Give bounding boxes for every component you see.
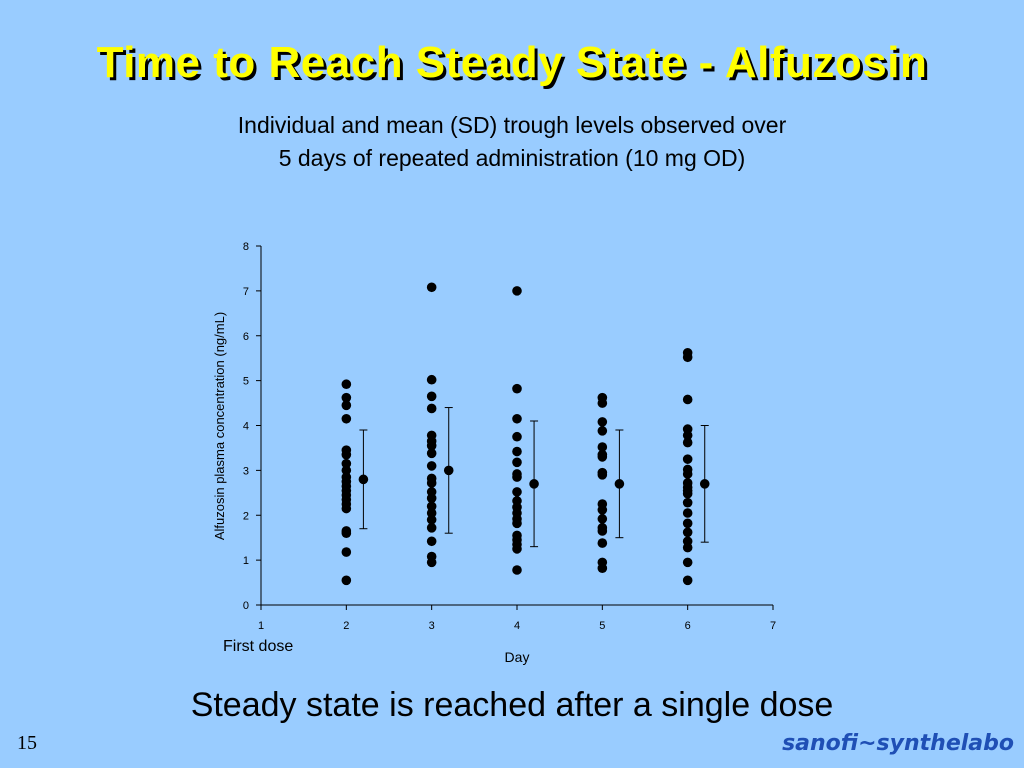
individual-point bbox=[682, 454, 693, 464]
x-tick-label: 5 bbox=[599, 620, 605, 632]
y-axis-label: Alfuzosin plasma concentration (ng/mL) bbox=[212, 312, 227, 540]
sanofi-synthelabo-logo: sanofi~synthelabo bbox=[782, 731, 1014, 756]
mean-point bbox=[443, 465, 454, 476]
individual-point bbox=[512, 431, 522, 442]
individual-point bbox=[426, 282, 437, 293]
individual-point bbox=[512, 286, 522, 296]
individual-point bbox=[682, 437, 693, 448]
individual-point bbox=[341, 503, 352, 514]
individual-point bbox=[341, 413, 352, 424]
y-tick-label: 8 bbox=[243, 241, 249, 253]
individual-point bbox=[682, 518, 693, 529]
individual-point bbox=[597, 538, 608, 548]
individual-point bbox=[682, 488, 693, 499]
individual-point bbox=[682, 527, 693, 538]
individual-point bbox=[597, 526, 608, 536]
individual-point bbox=[512, 544, 522, 554]
first-dose-annotation: First dose bbox=[223, 638, 293, 655]
individual-point bbox=[426, 523, 437, 533]
mean-point bbox=[614, 479, 625, 489]
individual-point bbox=[682, 542, 693, 553]
individual-point bbox=[341, 458, 352, 469]
x-tick-label: 6 bbox=[685, 620, 691, 632]
mean-point bbox=[358, 474, 369, 485]
individual-point bbox=[512, 446, 522, 457]
individual-point bbox=[512, 457, 522, 468]
y-tick-label: 0 bbox=[243, 600, 249, 612]
individual-point bbox=[426, 440, 437, 451]
individual-point bbox=[682, 557, 693, 568]
individual-point bbox=[682, 352, 693, 363]
individual-point bbox=[426, 493, 437, 503]
x-axis-label: Day bbox=[505, 649, 530, 665]
subtitle-line-2: 5 days of repeated administration (10 mg… bbox=[278, 145, 746, 171]
x-tick-label: 1 bbox=[258, 620, 264, 632]
y-tick-label: 1 bbox=[243, 555, 249, 567]
individual-point bbox=[426, 557, 437, 568]
individual-point bbox=[512, 518, 522, 529]
individual-point bbox=[682, 430, 693, 441]
mean-point bbox=[529, 479, 539, 489]
mean-point bbox=[699, 479, 710, 489]
individual-point bbox=[597, 426, 608, 436]
y-tick-label: 6 bbox=[243, 331, 249, 343]
individual-point bbox=[682, 508, 693, 518]
individual-point bbox=[512, 565, 522, 575]
conclusion-text: Steady state is reached after a single d… bbox=[190, 686, 834, 724]
slide-title: Time to Reach Steady State - Alfuzosin bbox=[96, 38, 928, 87]
y-tick-label: 5 bbox=[243, 376, 249, 388]
individual-point bbox=[341, 379, 352, 390]
individual-point bbox=[341, 392, 352, 403]
individual-point bbox=[512, 413, 522, 424]
individual-point bbox=[597, 417, 608, 427]
individual-point bbox=[426, 448, 437, 459]
individual-point bbox=[341, 449, 352, 460]
individual-point bbox=[597, 514, 608, 524]
individual-point bbox=[426, 501, 437, 512]
individual-point bbox=[426, 391, 437, 402]
individual-point bbox=[426, 374, 437, 385]
individual-point bbox=[426, 478, 437, 488]
x-tick-label: 4 bbox=[514, 620, 520, 632]
individual-point bbox=[426, 461, 437, 471]
chart-marks bbox=[341, 282, 710, 586]
subtitle-line-1: Individual and mean (SD) trough levels o… bbox=[237, 112, 787, 138]
individual-point bbox=[512, 487, 522, 497]
y-tick-label: 4 bbox=[243, 421, 249, 433]
individual-point bbox=[426, 403, 437, 414]
individual-point bbox=[512, 383, 522, 394]
x-tick-label: 2 bbox=[343, 620, 349, 632]
individual-point bbox=[426, 536, 437, 547]
individual-point bbox=[682, 469, 693, 479]
y-tick-label: 7 bbox=[243, 286, 249, 298]
individual-point bbox=[682, 497, 693, 508]
individual-point bbox=[341, 400, 352, 411]
y-tick-label: 3 bbox=[243, 465, 249, 477]
individual-point bbox=[341, 465, 352, 476]
individual-point bbox=[682, 394, 693, 405]
individual-point bbox=[341, 528, 352, 538]
individual-point bbox=[597, 452, 608, 462]
individual-point bbox=[341, 575, 352, 586]
x-tick-label: 7 bbox=[770, 620, 776, 632]
individual-point bbox=[426, 514, 437, 525]
y-tick-label: 2 bbox=[243, 510, 249, 522]
individual-point bbox=[426, 508, 437, 518]
individual-point bbox=[597, 470, 608, 480]
slide-number: 15 bbox=[17, 732, 37, 754]
individual-point bbox=[341, 547, 352, 557]
individual-point bbox=[597, 398, 608, 408]
individual-point bbox=[512, 472, 522, 482]
individual-point bbox=[597, 442, 608, 452]
individual-point bbox=[682, 575, 693, 586]
x-tick-label: 3 bbox=[429, 620, 435, 632]
individual-point bbox=[597, 563, 608, 574]
individual-point bbox=[597, 505, 608, 515]
